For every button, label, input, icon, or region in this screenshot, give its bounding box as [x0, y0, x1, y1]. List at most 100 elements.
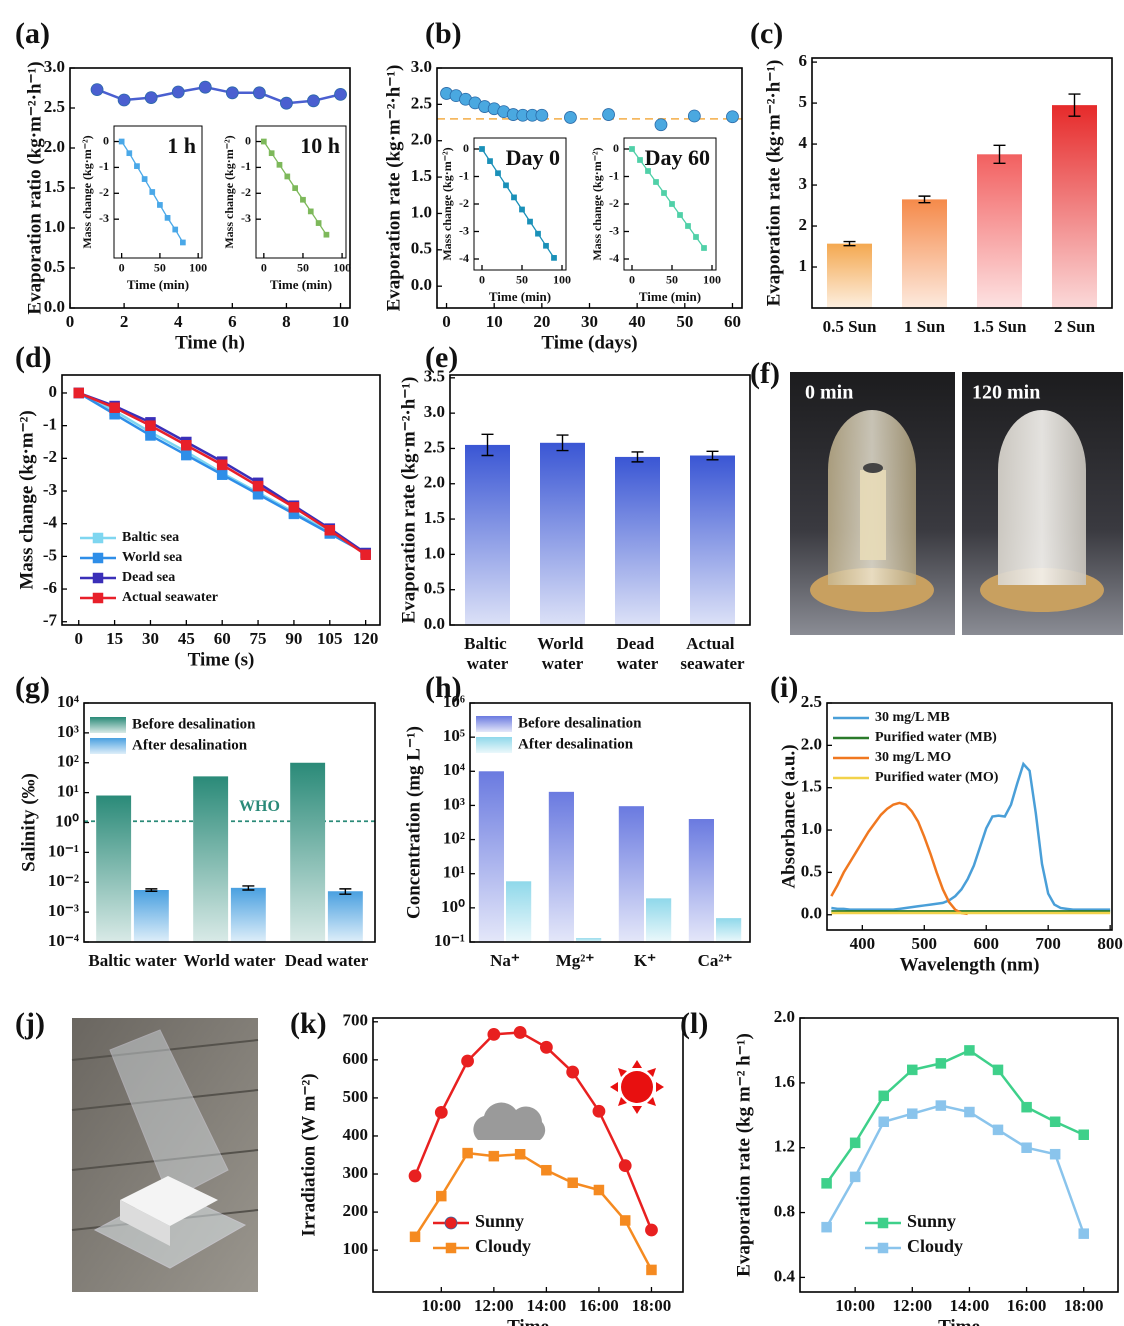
y-tick-label: 1.5: [801, 777, 822, 796]
legend-swatch: [476, 737, 512, 753]
series-line: [413, 1031, 653, 1231]
marker: [514, 1148, 526, 1160]
marker: [144, 91, 158, 104]
y-axis-label: Absorbance (a.u.): [778, 744, 799, 888]
x-axis-label: Time (h): [175, 332, 245, 353]
marker: [434, 1105, 448, 1119]
y-tick-label: 500: [343, 1087, 369, 1106]
y-axis-label: Evaporation rate (kg·m⁻²·h⁻¹): [383, 65, 404, 312]
marker: [157, 202, 163, 208]
x-axis-label: Time (min): [127, 277, 189, 292]
y-tick-label: 10²: [57, 752, 79, 771]
marker: [488, 1150, 500, 1162]
bar: [506, 881, 532, 942]
panel-label: (k): [290, 1007, 327, 1040]
marker: [334, 88, 347, 101]
plot-frame: [61, 374, 381, 626]
legend-marker: [877, 1242, 889, 1254]
y-tick-label: 6: [799, 51, 808, 70]
y-tick-label: -1: [241, 159, 251, 173]
y-tick-label: 10⁻³: [48, 901, 79, 920]
y-tick-label: -7: [43, 611, 58, 630]
marker: [1049, 1116, 1061, 1128]
marker: [1021, 1101, 1032, 1113]
bar: [1052, 105, 1097, 308]
marker: [225, 86, 239, 100]
y-tick-label: 10⁻²: [48, 871, 79, 890]
plot-frame: [372, 1017, 684, 1293]
y-tick-label: 5: [799, 92, 808, 111]
inset-title: Day 60: [645, 145, 710, 170]
y-tick-label: 2.5: [44, 97, 65, 116]
series-line: [481, 148, 555, 259]
x-tick-label: 16:00: [579, 1296, 619, 1315]
marker: [479, 146, 485, 152]
y-tick-label: -2: [99, 185, 109, 199]
wood-grain: [71, 1039, 259, 1231]
panel-label: (g): [15, 671, 50, 704]
marker: [284, 173, 291, 180]
x-tick-label: 0: [119, 261, 125, 275]
panel-label: (c): [750, 17, 783, 50]
x-tick-label: 500: [912, 934, 938, 953]
series-line: [825, 1104, 1085, 1235]
y-tick-label: 1.5: [411, 166, 432, 185]
marker: [408, 1169, 422, 1183]
y-axis-label: Mass change (kg·m⁻²): [590, 147, 604, 260]
x-tick-label: World water: [183, 951, 276, 970]
legend-swatch: [476, 716, 512, 732]
x-tick-label: 40: [629, 312, 646, 331]
marker: [907, 1064, 918, 1076]
y-tick-label: 10⁻⁴: [48, 931, 79, 950]
x-tick-label: 18:00: [1064, 1296, 1104, 1315]
error-bar: [843, 240, 856, 247]
marker: [992, 1124, 1004, 1136]
error-bar: [993, 144, 1006, 165]
evaporator-side: [120, 1200, 170, 1246]
plot-frame: [69, 67, 351, 309]
marker: [109, 402, 120, 413]
marker: [268, 150, 275, 157]
legend-marker: [92, 552, 104, 564]
error-bar: [556, 434, 569, 452]
bar: [290, 762, 326, 942]
panel-label: (j): [15, 1007, 45, 1040]
marker: [543, 242, 549, 249]
marker: [964, 1106, 975, 1118]
marker: [646, 1264, 657, 1276]
y-tick-label: 3: [799, 174, 808, 193]
marker: [687, 109, 701, 123]
marker: [145, 430, 156, 441]
marker: [288, 502, 300, 513]
legend-label: Cloudy: [907, 1236, 963, 1256]
x-tick-label: 10: [486, 312, 503, 331]
marker: [280, 96, 293, 110]
marker: [323, 231, 330, 238]
x-tick-label: 0.5 Sun: [823, 317, 877, 336]
marker: [1078, 1228, 1089, 1239]
marker: [618, 1159, 632, 1173]
plot-frame: [436, 67, 743, 309]
x-axis-label: Wavelength (nm): [900, 954, 1040, 975]
y-tick-label: 200: [343, 1201, 369, 1220]
y-tick-label: 0.0: [801, 904, 822, 923]
x-tick-label: 0: [74, 629, 83, 648]
marker: [821, 1221, 832, 1233]
error-bar: [918, 195, 931, 204]
series-line: [96, 85, 341, 105]
y-axis-label: Evaporation rate (kg·m⁻²·h⁻¹): [763, 60, 784, 307]
x-tick-label: 20: [533, 312, 550, 331]
x-tick-label: 400: [850, 934, 876, 953]
y-tick-label: 10⁴: [443, 760, 465, 779]
x-axis-label: Time (min): [639, 289, 701, 304]
y-tick-label: 0: [103, 133, 109, 147]
marker: [90, 83, 104, 96]
y-tick-label: 2.0: [411, 130, 432, 149]
bar: [96, 795, 132, 942]
marker: [653, 179, 659, 185]
x-tick-label: 8: [282, 312, 291, 331]
legend-marker: [92, 572, 104, 584]
x-tick-label: 50: [154, 261, 166, 275]
error-bar: [706, 450, 719, 461]
marker: [409, 1231, 421, 1243]
